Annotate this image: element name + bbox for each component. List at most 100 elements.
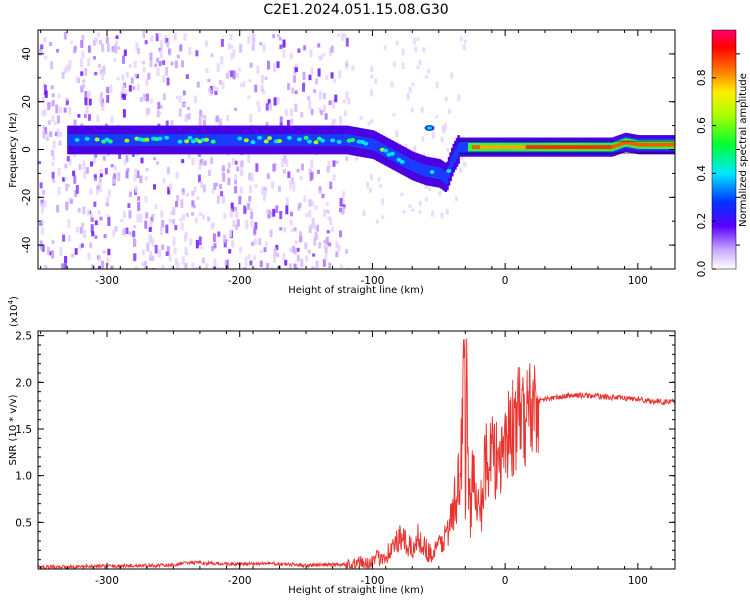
spectral-noise-cell bbox=[342, 191, 346, 197]
spectral-ridge-core bbox=[236, 133, 239, 146]
spectral-ridge-max bbox=[611, 145, 614, 150]
spectral-noise-cell bbox=[290, 228, 294, 233]
spectral-noise-cell bbox=[375, 219, 379, 224]
spectral-noise-cell bbox=[234, 180, 238, 185]
spectral-noise-cell bbox=[187, 153, 191, 159]
spectral-noise-cell bbox=[53, 121, 57, 126]
spectral-noise-cell bbox=[264, 76, 268, 80]
spectral-ridge-core bbox=[427, 165, 430, 178]
spectral-noise-cell bbox=[340, 264, 344, 269]
spectral-noise-cell bbox=[326, 230, 330, 234]
spectral-noise-cell bbox=[102, 155, 106, 161]
spectral-ridge-core bbox=[210, 133, 214, 146]
spectral-noise-cell bbox=[122, 228, 126, 236]
spectral-noise-cell bbox=[330, 45, 334, 53]
spectral-noise-cell bbox=[125, 227, 129, 234]
spectral-noise-cell bbox=[122, 55, 126, 64]
spectral-noise-cell bbox=[121, 94, 125, 98]
spectral-ridge-core bbox=[421, 163, 425, 176]
spectral-noise-cell bbox=[323, 209, 327, 217]
spectral-ridge-core bbox=[409, 158, 413, 171]
spectral-ridge-core bbox=[433, 166, 436, 179]
spectral-ridge-peak bbox=[336, 139, 342, 144]
spectral-noise-cell bbox=[188, 47, 192, 55]
spectral-noise-cell bbox=[220, 191, 224, 197]
spectral-noise-cell bbox=[362, 210, 366, 217]
spectral-noise-cell bbox=[450, 72, 454, 79]
spectral-noise-cell bbox=[136, 170, 140, 178]
spectral-noise-cell bbox=[230, 70, 234, 78]
spectral-noise-cell bbox=[318, 91, 322, 101]
spectral-noise-cell bbox=[292, 75, 296, 83]
spectral-noise-cell bbox=[446, 148, 450, 152]
spectral-noise-cell bbox=[328, 100, 332, 105]
spectral-noise-cell bbox=[286, 119, 290, 127]
spectral-ridge-core bbox=[91, 133, 94, 146]
spectral-ridge-max bbox=[625, 140, 628, 145]
spectral-noise-cell bbox=[255, 163, 259, 172]
spectral-noise-cell bbox=[117, 46, 121, 50]
spectral-ridge-core bbox=[288, 133, 291, 146]
spectral-ridge-max bbox=[493, 145, 496, 150]
spectral-noise-cell bbox=[261, 88, 265, 93]
spectral-ridge-peak bbox=[74, 137, 80, 142]
spectral-ridge-max bbox=[629, 141, 632, 146]
spectral-noise-cell bbox=[134, 168, 138, 178]
spectral-noise-cell bbox=[74, 190, 78, 197]
spectral-noise-cell bbox=[144, 220, 148, 229]
spectral-noise-cell bbox=[239, 83, 243, 88]
spectral-ridge-peak bbox=[157, 136, 163, 141]
spectral-noise-cell bbox=[435, 81, 439, 89]
spectral-noise-cell bbox=[51, 149, 55, 157]
spectral-noise-cell bbox=[462, 44, 466, 51]
spectral-ridge-max bbox=[603, 145, 606, 150]
spectral-ridge-max bbox=[665, 142, 668, 147]
spectral-noise-cell bbox=[49, 41, 53, 47]
spectral-noise-cell bbox=[264, 188, 268, 196]
spectral-noise-cell bbox=[401, 62, 405, 70]
spectral-ridge-peak bbox=[267, 136, 273, 141]
spectral-noise-cell bbox=[183, 33, 187, 41]
snr-y-label: SNR (10 * v/v) bbox=[8, 394, 19, 465]
spectral-noise-cell bbox=[159, 226, 163, 236]
spectral-noise-cell bbox=[293, 227, 297, 232]
spectral-noise-cell bbox=[249, 260, 253, 266]
spectral-noise-cell bbox=[98, 39, 102, 45]
spectral-noise-cell bbox=[65, 201, 69, 211]
spectral-ridge-max bbox=[563, 145, 566, 150]
spectral-noise-cell bbox=[329, 181, 333, 190]
spectral-noise-cell bbox=[110, 265, 114, 269]
spectral-noise-cell bbox=[374, 78, 378, 84]
spectral-noise-cell bbox=[82, 160, 86, 170]
spectral-noise-cell bbox=[225, 238, 229, 243]
spectral-noise-cell bbox=[132, 86, 136, 91]
spectral-ridge-core bbox=[333, 133, 337, 146]
spectral-noise-cell bbox=[157, 33, 161, 37]
spectral-noise-cell bbox=[146, 242, 150, 252]
spectral-noise-cell bbox=[285, 197, 289, 206]
spectral-ridge-max bbox=[607, 145, 610, 150]
spectral-noise-cell bbox=[172, 207, 176, 215]
spectral-noise-cell bbox=[110, 164, 114, 168]
spectral-ridge-core bbox=[122, 133, 126, 146]
spectral-noise-cell bbox=[96, 32, 100, 37]
spectral-noise-cell bbox=[209, 90, 213, 97]
spectral-ridge-peak bbox=[313, 140, 319, 145]
spectral-noise-cell bbox=[227, 43, 231, 50]
spectral-noise-cell bbox=[89, 188, 93, 195]
spectral-noise-cell bbox=[308, 225, 312, 234]
spectral-noise-cell bbox=[137, 201, 141, 211]
spectral-noise-cell bbox=[159, 104, 163, 109]
colorbar-tick-label: 0.4 bbox=[696, 165, 708, 182]
snr-data bbox=[38, 338, 675, 569]
spectral-ridge-core bbox=[282, 133, 285, 146]
spectral-noise-cell bbox=[289, 220, 293, 226]
spectral-noise-cell bbox=[40, 44, 44, 50]
spectral-noise-cell bbox=[81, 50, 85, 59]
y-tick-label: 0 bbox=[21, 146, 33, 153]
spectral-ridge-max bbox=[573, 145, 576, 150]
spectral-noise-cell bbox=[145, 107, 149, 117]
spectral-noise-cell bbox=[184, 114, 188, 123]
spectral-noise-cell bbox=[116, 76, 120, 81]
spectral-noise-cell bbox=[428, 186, 432, 191]
